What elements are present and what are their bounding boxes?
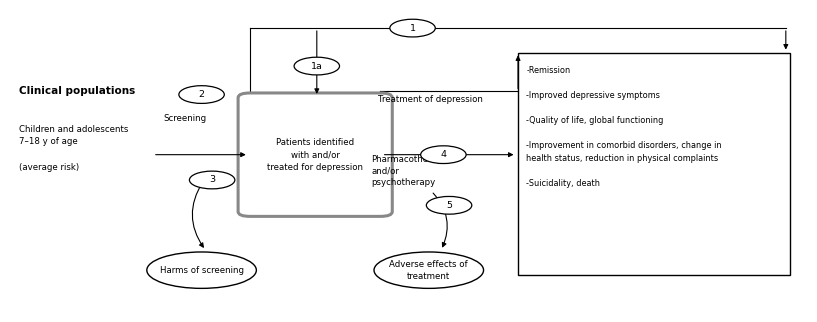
Text: Adverse effects of
treatment: Adverse effects of treatment	[390, 260, 468, 280]
Text: 5: 5	[446, 201, 452, 210]
Ellipse shape	[374, 252, 484, 289]
Text: 3: 3	[209, 175, 215, 185]
Text: 2: 2	[199, 90, 204, 99]
Ellipse shape	[147, 252, 257, 289]
Circle shape	[426, 196, 471, 214]
FancyBboxPatch shape	[238, 93, 392, 216]
Text: 1a: 1a	[311, 62, 323, 71]
Circle shape	[421, 146, 467, 164]
Circle shape	[294, 57, 340, 75]
Text: -Remission

-Improved depressive symptoms

-Quality of life, global functioning
: -Remission -Improved depressive symptoms…	[526, 66, 721, 188]
Text: Patients identified
with and/or
treated for depression: Patients identified with and/or treated …	[267, 138, 364, 172]
Text: Pharmacotherapy
and/or
psychotherapy: Pharmacotherapy and/or psychotherapy	[371, 155, 448, 187]
Text: Children and adolescents
7–18 y of age

(average risk): Children and adolescents 7–18 y of age (…	[19, 125, 128, 172]
Text: Treatment of depression: Treatment of depression	[377, 95, 483, 104]
Text: Harms of screening: Harms of screening	[159, 266, 243, 275]
Text: 4: 4	[440, 150, 446, 159]
Text: Screening: Screening	[163, 114, 207, 123]
Text: Clinical populations: Clinical populations	[19, 86, 136, 96]
Circle shape	[179, 86, 225, 103]
Circle shape	[390, 19, 435, 37]
FancyBboxPatch shape	[518, 53, 790, 275]
Circle shape	[190, 171, 234, 189]
Text: 1: 1	[409, 24, 416, 33]
